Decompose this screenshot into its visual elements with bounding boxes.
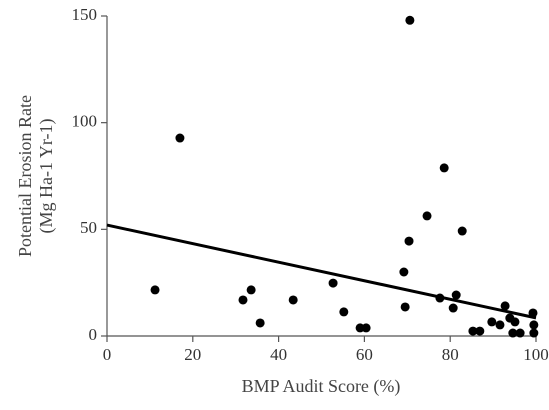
y-tick-label: 0 [89, 325, 98, 344]
point [500, 301, 510, 311]
point [255, 318, 265, 328]
point [515, 328, 525, 338]
point [405, 15, 415, 25]
point [451, 290, 461, 300]
point [339, 307, 349, 317]
point [475, 326, 485, 336]
point [468, 326, 478, 336]
point [150, 285, 160, 295]
y-axis-title: (Mg Ha-1 Yr-1) [36, 119, 57, 234]
point [439, 163, 449, 173]
x-tick-label: 0 [103, 345, 112, 364]
point [238, 295, 248, 305]
trend-line [106, 223, 537, 320]
x-tick-label: 80 [442, 345, 459, 364]
y-axis-title: Potential Erosion Rate [15, 95, 35, 257]
point [246, 285, 256, 295]
point [400, 302, 410, 312]
point [457, 226, 467, 236]
x-tick-label: 40 [270, 345, 287, 364]
point [508, 328, 518, 338]
point [404, 236, 414, 246]
y-tick-label: 150 [72, 5, 98, 24]
x-axis-title: BMP Audit Score (%) [242, 376, 401, 397]
point [510, 317, 520, 327]
y-tick-label: 50 [80, 218, 97, 237]
point [399, 267, 409, 277]
point [529, 320, 539, 330]
x-tick-label: 60 [356, 345, 373, 364]
point [288, 295, 298, 305]
point [487, 317, 497, 327]
x-tick-label: 20 [184, 345, 201, 364]
point [448, 303, 458, 313]
point [529, 328, 539, 338]
point [422, 211, 432, 221]
point [495, 320, 505, 330]
y-tick-label: 100 [72, 112, 98, 131]
x-tick-label: 100 [523, 345, 549, 364]
point [361, 323, 371, 333]
point [175, 133, 185, 143]
point [328, 278, 338, 288]
